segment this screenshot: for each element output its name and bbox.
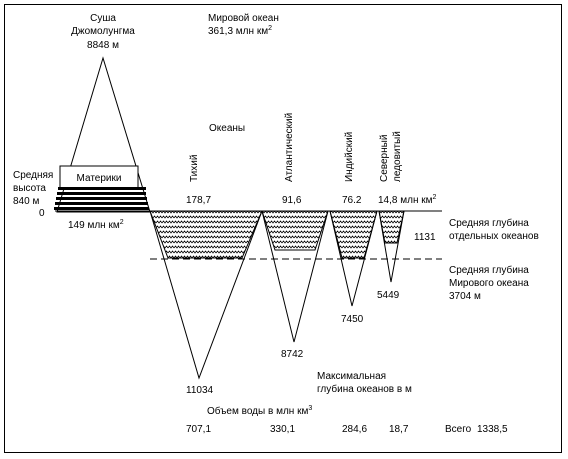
total-label: Всего bbox=[445, 424, 472, 435]
diagram-frame bbox=[4, 4, 562, 453]
land-area: 149 млн км2 bbox=[68, 219, 124, 231]
world-avg-depth-line1: Средняя глубина bbox=[449, 264, 529, 276]
avg-height-value: 840 м bbox=[13, 196, 39, 207]
world-ocean-area: 361,3 млн км2 bbox=[208, 25, 272, 37]
arctic-avg-fill bbox=[378, 210, 405, 244]
atlantic-max-depth: 8742 bbox=[281, 349, 304, 360]
world-avg-depth-line2: Мирового океана bbox=[449, 278, 529, 289]
indian-volume: 284,6 bbox=[342, 424, 367, 435]
arctic-max-depth: 5449 bbox=[377, 290, 400, 301]
arctic-volume: 18,7 bbox=[389, 424, 409, 435]
arctic-area: 14,8 млн км2 bbox=[378, 194, 437, 206]
continents-stripes bbox=[54, 187, 149, 210]
pacific-name: Тихий bbox=[189, 155, 200, 182]
indian-max-depth: 7450 bbox=[341, 314, 364, 325]
arctic-name-line2: ледовитый bbox=[392, 131, 403, 182]
pacific-volume: 707,1 bbox=[186, 424, 211, 435]
peak-height: 8848 м bbox=[87, 40, 119, 51]
land-title: Суша bbox=[90, 13, 116, 24]
world-ocean-title: Мировой океан bbox=[208, 13, 279, 24]
avg-height-line1: Средняя bbox=[13, 170, 53, 181]
peak-name: Джомолунгма bbox=[71, 26, 135, 37]
indian-name: Индийский bbox=[344, 132, 355, 182]
max-depth-title-line2: глубина океанов в м bbox=[317, 383, 412, 395]
atlantic-area: 91,6 bbox=[282, 195, 302, 206]
zero-label: 0 bbox=[39, 208, 45, 219]
avg-height-line2: высота bbox=[13, 183, 46, 194]
arctic-name-line1: Северный bbox=[379, 135, 390, 182]
indian-avg-fill bbox=[329, 210, 378, 259]
separate-avg-line1: Средняя глубина bbox=[449, 217, 529, 229]
pacific-avg-fill bbox=[149, 210, 263, 259]
volume-title: Объем воды в млн км3 bbox=[207, 405, 312, 417]
max-depth-title-line1: Максимальная bbox=[317, 371, 386, 382]
arctic-avg-depth: 1131 bbox=[414, 232, 436, 243]
world-avg-depth-value: 3704 м bbox=[449, 291, 481, 302]
pacific-area: 178,7 bbox=[186, 195, 211, 206]
total-value: 1338,5 bbox=[477, 424, 508, 435]
pacific-max-depth: 11034 bbox=[186, 385, 214, 396]
atlantic-volume: 330,1 bbox=[270, 424, 295, 435]
atlantic-avg-fill bbox=[261, 210, 329, 251]
oceans-title: Океаны bbox=[209, 123, 245, 134]
indian-area: 76.2 bbox=[342, 195, 362, 206]
atlantic-name: Атлантический bbox=[284, 113, 295, 182]
separate-avg-line2: отдельных океанов bbox=[449, 231, 539, 242]
continents-label: Материки bbox=[77, 173, 122, 184]
